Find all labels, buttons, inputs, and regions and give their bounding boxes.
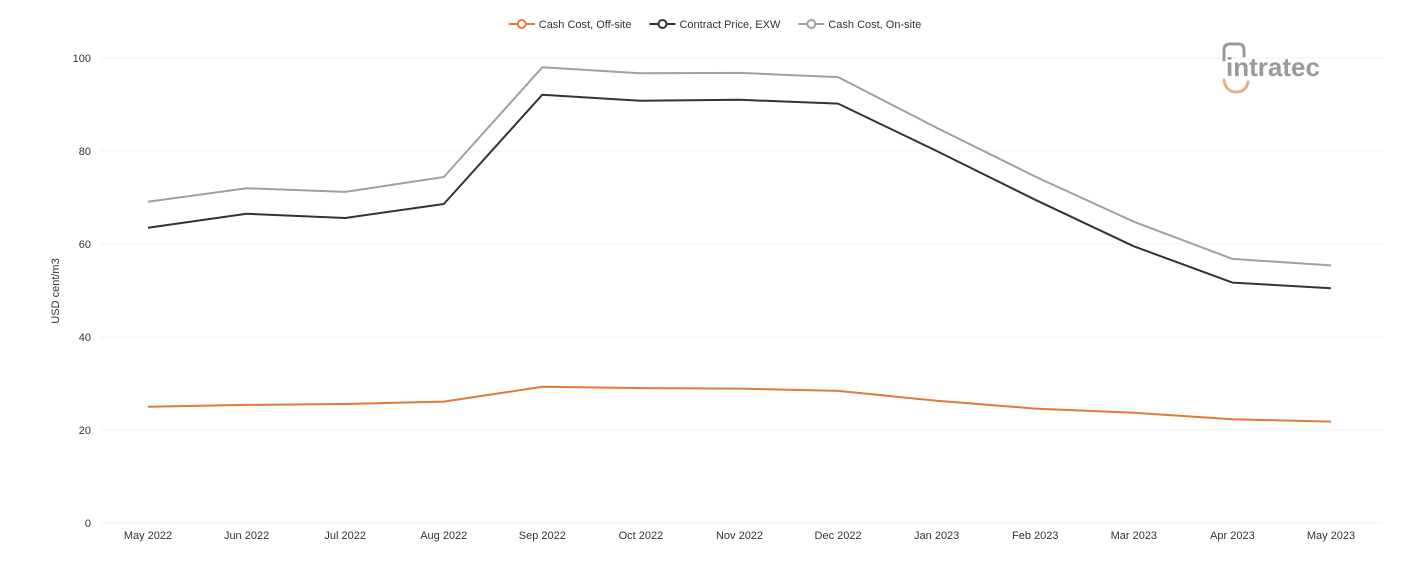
x-tick-label: May 2022 xyxy=(124,530,172,542)
logo-wordmark: intratec xyxy=(1226,52,1320,82)
legend-marker-icon xyxy=(516,19,527,29)
legend-item[interactable]: Cash Cost, Off-site xyxy=(508,19,632,31)
series-line xyxy=(147,385,1332,423)
x-tick-label: Mar 2023 xyxy=(1111,530,1157,542)
y-tick-label: 20 xyxy=(79,425,91,437)
x-axis-ticks: May 2022 Jun 2022 Jul 2022 Aug 2022 Sep 2022… xyxy=(124,530,1355,542)
legend-item[interactable]: Contract Price, EXW xyxy=(649,19,781,31)
legend-label: Cash Cost, On-site xyxy=(828,19,921,31)
x-tick-label: May 2023 xyxy=(1307,530,1355,542)
x-tick-label: Apr 2023 xyxy=(1210,530,1255,542)
x-tick-label: Nov 2022 xyxy=(716,530,763,542)
y-axis-title: USD cent/m3 xyxy=(50,258,62,323)
x-tick-label: Sep 2022 xyxy=(519,530,566,542)
legend-marker-icon xyxy=(657,19,668,29)
x-tick-label: Jun 2022 xyxy=(224,530,269,542)
x-tick-label: Jul 2022 xyxy=(324,530,366,542)
x-tick-label: Oct 2022 xyxy=(619,530,664,542)
legend-marker-icon xyxy=(806,19,817,29)
logo-mark-icon xyxy=(1222,42,1250,94)
legend-label: Cash Cost, Off-site xyxy=(539,19,632,31)
y-axis-ticks: 0 20 40 60 80 100 xyxy=(73,53,91,530)
y-tick-label: 100 xyxy=(73,53,91,65)
intratec-logo: intratec xyxy=(1222,42,1320,94)
series-line xyxy=(147,93,1332,290)
series-line xyxy=(147,66,1332,267)
legend-label: Contract Price, EXW xyxy=(679,19,780,31)
y-tick-label: 60 xyxy=(79,239,91,251)
y-tick-label: 80 xyxy=(79,146,91,158)
x-tick-label: Jan 2023 xyxy=(914,530,959,542)
series-lines xyxy=(147,66,1332,423)
legend[interactable]: Cash Cost, Off-site Contract Price, EXW Ca… xyxy=(508,19,922,31)
x-tick-label: Aug 2022 xyxy=(420,530,467,542)
gridlines xyxy=(100,57,1383,524)
legend-item[interactable]: Cash Cost, On-site xyxy=(798,19,921,31)
y-tick-label: 0 xyxy=(85,518,91,530)
x-tick-label: Dec 2022 xyxy=(815,530,862,542)
x-tick-label: Feb 2023 xyxy=(1012,530,1058,542)
y-tick-label: 40 xyxy=(79,332,91,344)
